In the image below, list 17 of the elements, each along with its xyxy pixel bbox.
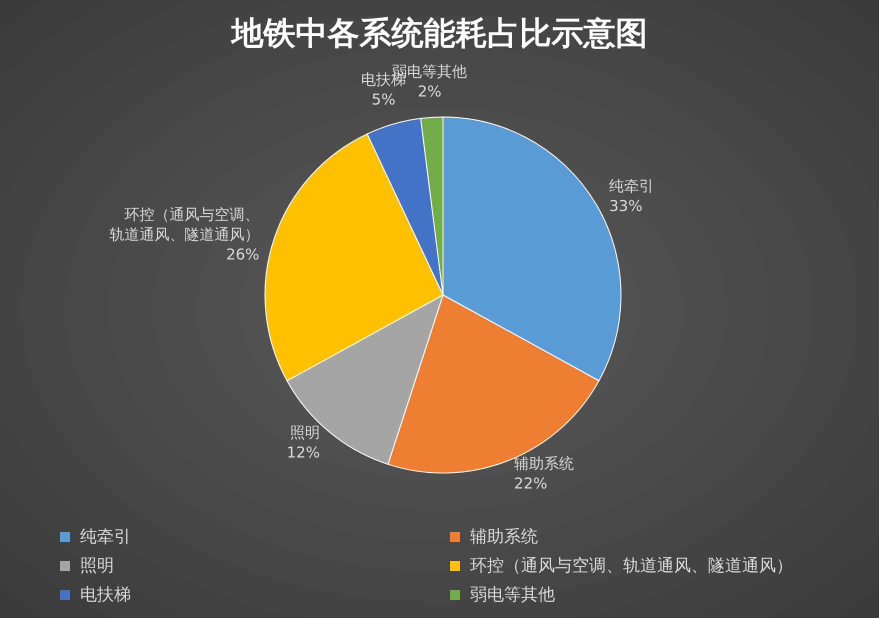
data-label: 22% — [514, 474, 548, 493]
slice-label: 纯牵引 — [609, 176, 654, 195]
legend-label: 电扶梯 — [80, 584, 131, 606]
slice-label: 辅助系统 — [514, 454, 574, 473]
legend-label: 弱电等其他 — [470, 584, 555, 606]
legend-label: 辅助系统 — [470, 526, 538, 548]
chart-title: 地铁中各系统能耗占比示意图 — [230, 13, 648, 54]
data-label: 26% — [226, 245, 260, 264]
legend-label: 环控（通风与空调、轨道通风、隧道通风） — [470, 555, 793, 577]
data-label: 2% — [418, 82, 442, 101]
legend-label: 照明 — [80, 555, 114, 577]
data-label: 33% — [609, 196, 642, 215]
slice-label: 照明 — [290, 424, 320, 442]
slice-label: 环控（通风与空调、轨道通风、隧道通风） — [109, 205, 260, 244]
data-label: 12% — [286, 444, 320, 462]
legend-label: 纯牵引 — [80, 526, 131, 548]
data-label: 5% — [372, 90, 396, 109]
